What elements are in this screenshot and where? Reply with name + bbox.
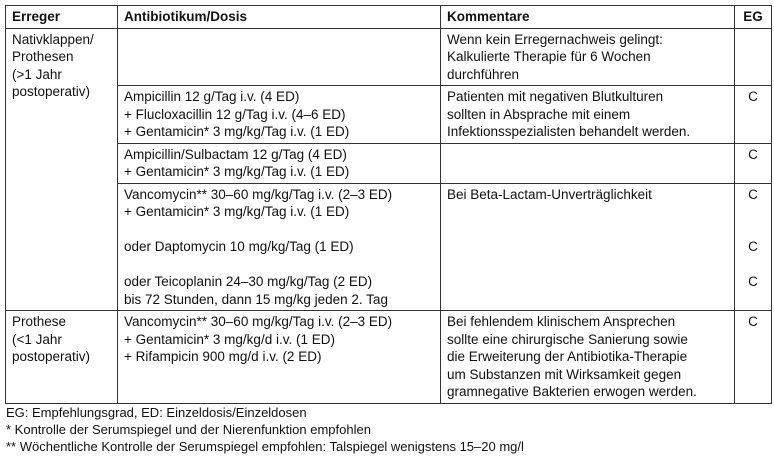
eg-value: C <box>748 274 758 289</box>
erreger-cell: Prothese (<1 Jahr postoperativ) <box>5 310 118 404</box>
footnote: ** Wöchentliche Kontrolle der Serumspieg… <box>6 439 524 454</box>
kommentar-line: Patienten mit negativen Blutkulturen <box>447 89 664 104</box>
table-row: Nativklappen/Prothesen (>1 Jahr postoperat… <box>5 27 772 311</box>
eg-value <box>741 203 765 221</box>
kommentar-cell: Patienten mit negativen Blutkulturen soll… <box>440 85 735 144</box>
eg-value: C <box>748 186 758 202</box>
dosis-cell: Vancomycin** 30–60 mg/kg/Tag i.v. (2–3 E… <box>117 182 441 311</box>
antibiotic-table: Erreger Antibiotikum/Dosis Kommentare EG… <box>5 5 772 404</box>
table-row: Prothese (<1 Jahr postoperativ) Vancomycin… <box>5 310 772 404</box>
kommentar-line: Bei fehlendem klinischem Ansprechen <box>447 314 676 329</box>
eg-value: C <box>748 239 758 254</box>
header-eg: EG <box>734 5 772 29</box>
dosis-line: + Flucloxacillin 12 g/Tag i.v. (4–6 ED) <box>124 106 346 122</box>
erreger-line: postoperativ) <box>12 349 91 364</box>
kommentar-line: Infektionsspezialisten behandelt werden. <box>447 124 691 139</box>
eg-value: C <box>748 314 758 329</box>
table-row: Ampicillin 12 g/Tag i.v. (4 ED) + Fluclox… <box>6 85 772 144</box>
kommentar-line: Bei Beta-Lactam-Unverträglichkeit <box>447 186 652 202</box>
eg-cell: C <box>734 142 772 184</box>
kommentar-cell: Wenn kein Erregernachweis gelingt: Kalkul… <box>440 27 735 86</box>
dosis-cell: Ampicillin/Sulbactam 12 g/Tag (4 ED) + Ge… <box>117 142 441 184</box>
header-dosis: Antibiotikum/Dosis <box>117 5 441 29</box>
erreger-line: (<1 Jahr <box>12 331 62 347</box>
eg-cell: C C C <box>734 182 772 311</box>
dosis-line: + Gentamicin* 3 mg/kg/d i.v. (1 ED) <box>124 331 335 347</box>
dosis-line <box>124 221 434 239</box>
kommentar-cell: Bei fehlendem klinischem Ansprechen sollt… <box>440 310 735 404</box>
erreger-line: Prothese <box>12 314 67 329</box>
dosis-line: + Gentamicin* 3 mg/kg/Tag i.v. (1 ED) <box>124 124 350 139</box>
erreger-cell: Nativklappen/Prothesen (>1 Jahr postoperat… <box>5 27 118 311</box>
dosis-cell: Ampicillin 12 g/Tag i.v. (4 ED) + Fluclox… <box>117 85 441 144</box>
dosis-line: + Gentamicin* 3 mg/kg/Tag i.v. (1 ED) <box>124 204 350 219</box>
kommentar-line: um Substanzen mit Wirksamkeit gegen <box>447 366 682 382</box>
dosis-line: oder Daptomycin 10 mg/kg/Tag (1 ED) <box>124 239 354 254</box>
eg-value: C <box>748 146 758 162</box>
kommentar-line: gramnegative Bakterien erwogen werden. <box>447 384 697 399</box>
dosis-line: oder Teicoplanin 24–30 mg/kg/Tag (2 ED) <box>124 274 373 289</box>
kommentar-line: die Erweiterung der Antibiotika-Therapie <box>447 349 688 364</box>
table-row: Ampicillin/Sulbactam 12 g/Tag (4 ED) + Ge… <box>6 142 772 184</box>
dosis-line: Ampicillin/Sulbactam 12 g/Tag (4 ED) <box>124 146 347 162</box>
eg-value: C <box>748 89 758 104</box>
kommentar-line: Kalkulierte Therapie für 6 Wochen <box>447 49 651 64</box>
kommentar-cell <box>440 142 735 184</box>
kommentar-line: durchführen <box>447 66 520 82</box>
footnote: * Kontrolle der Serumspiegel und der Nie… <box>6 422 371 437</box>
erreger-line: Nativklappen/ <box>12 31 94 47</box>
dosis-line: + Gentamicin* 3 mg/kg/Tag i.v. (1 ED) <box>124 164 350 179</box>
header-erreger: Erreger <box>5 5 118 29</box>
kommentar-line: Wenn kein Erregernachweis gelingt: <box>447 31 663 47</box>
erreger-line: (>1 Jahr <box>12 66 62 82</box>
dosis-line: + Rifampicin 900 mg/d i.v. (2 ED) <box>124 349 322 364</box>
dosis-line: Vancomycin** 30–60 mg/kg/Tag i.v. (2–3 E… <box>124 314 393 329</box>
header-kommentare: Kommentare <box>440 5 735 29</box>
erreger-line: postoperativ) <box>12 84 91 99</box>
dosis-line <box>124 256 434 274</box>
dosis-line: Vancomycin** 30–60 mg/kg/Tag i.v. (2–3 E… <box>124 186 393 202</box>
header-row: Erreger Antibiotikum/Dosis Kommentare EG <box>5 5 772 29</box>
dosis-cell: Vancomycin** 30–60 mg/kg/Tag i.v. (2–3 E… <box>117 310 441 404</box>
eg-value <box>741 221 765 239</box>
erreger-line: Prothesen <box>12 49 74 64</box>
kommentar-line: sollten in Absprache mit einem <box>447 106 631 122</box>
dosis-line: Ampicillin 12 g/Tag i.v. (4 ED) <box>124 89 300 104</box>
eg-cell <box>734 27 772 86</box>
dosis-line: bis 72 Stunden, dann 15 mg/kg jeden 2. T… <box>124 291 388 307</box>
eg-value <box>741 256 765 274</box>
kommentar-line: sollte eine chirurgische Sanierung sowie <box>447 331 688 347</box>
dosis-cell <box>117 27 441 86</box>
table-row: Vancomycin** 30–60 mg/kg/Tag i.v. (2–3 E… <box>6 182 772 311</box>
eg-cell: C <box>734 85 772 144</box>
kommentar-cell: Bei Beta-Lactam-Unverträglichkeit <box>440 182 735 311</box>
eg-cell: C <box>734 310 772 404</box>
footnote: EG: Empfehlungsgrad, ED: Einzeldosis/Ein… <box>6 405 307 420</box>
